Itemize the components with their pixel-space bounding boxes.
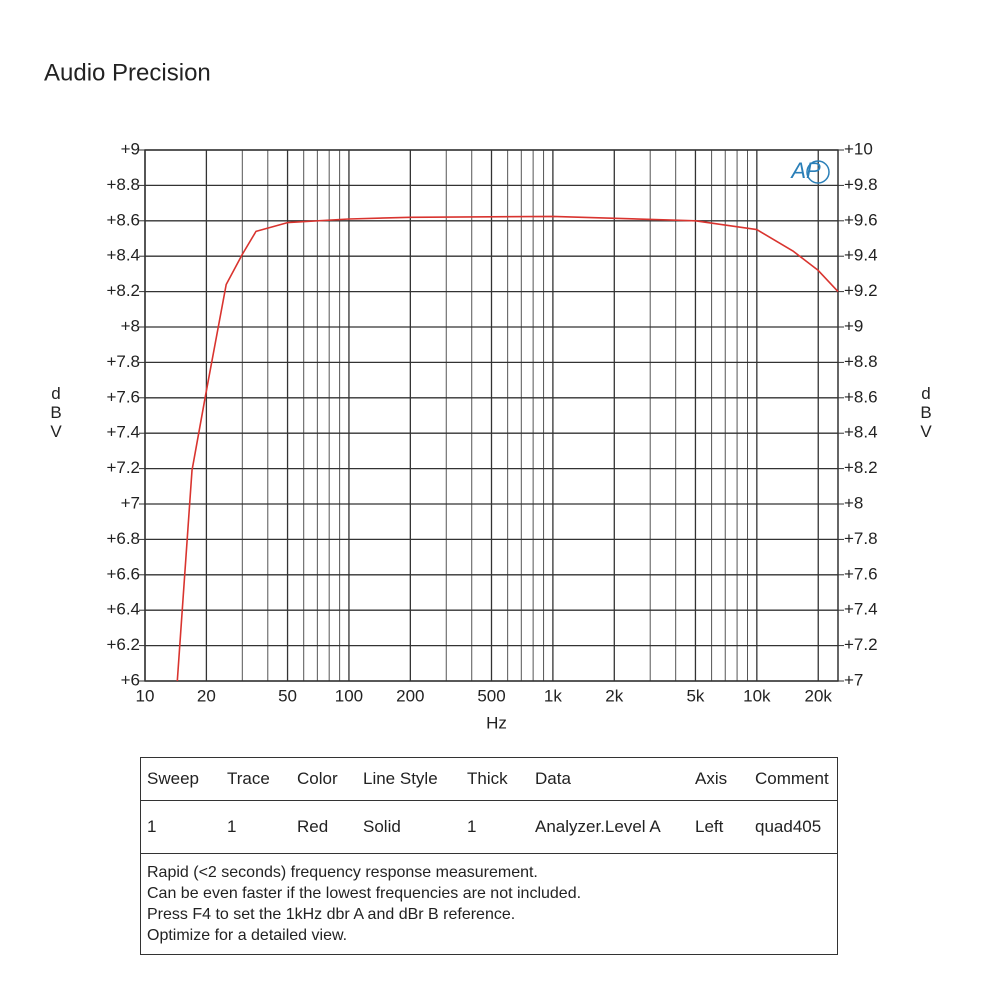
logo-ring — [806, 160, 830, 184]
table-header-cell: Axis — [695, 769, 728, 788]
table-header-cell: Trace — [227, 769, 270, 788]
table-header-cell: Data — [535, 769, 571, 788]
chart: Audio Precision 10 20 50 100 200 500 1k 2k 5k 10k… — [44, 59, 932, 732]
y-tick-label: +6 — [121, 670, 140, 689]
table-cell: 1 — [467, 817, 477, 836]
table-cell: 1 — [227, 817, 237, 836]
y2-tick-label: +9.4 — [844, 246, 878, 265]
plot-frame — [144, 149, 839, 682]
y2-tick-label: +7 — [844, 670, 863, 689]
y-tick-label: +8.2 — [106, 281, 140, 300]
x-tick-label: 500 — [477, 686, 505, 705]
y-tick-label: +8.8 — [106, 175, 140, 194]
legend-table: Sweep Trace Color Line Style Thick Data Axis Co… — [140, 757, 838, 955]
y-tick-label: +6.2 — [106, 635, 140, 654]
page-title: Audio Precision — [44, 59, 211, 86]
table-header-cell: Thick — [467, 769, 508, 788]
table-header-cell: Sweep — [147, 769, 199, 788]
y-tick-label: +9 — [121, 139, 140, 158]
table-cell: Left — [695, 817, 724, 836]
notes: Rapid (<2 seconds) frequency response me… — [141, 854, 837, 954]
y2-tick-label: +9.8 — [844, 175, 878, 194]
x-tick-label: 10k — [743, 686, 771, 705]
y-tick-label: +6.6 — [106, 564, 140, 583]
table-header-cell: Color — [297, 769, 338, 788]
x-tick-label: 100 — [335, 686, 363, 705]
table-header-cell: Comment — [755, 769, 829, 788]
y-tick-label: +8.4 — [106, 246, 140, 265]
y2-tick-label: +8 — [844, 493, 863, 512]
y-tick-label: +7.4 — [106, 423, 140, 442]
note-line: Can be even faster if the lowest frequen… — [147, 885, 582, 902]
y2-tick-label: +9.2 — [844, 281, 878, 300]
x-axis-label: Hz — [486, 713, 507, 732]
y-tick-label: +8 — [121, 316, 140, 335]
x-tick-label: 1k — [544, 686, 562, 705]
y2-tick-label: +8.4 — [844, 423, 878, 442]
table-cell: Solid — [363, 817, 401, 836]
x-tick-label: 10 — [136, 686, 155, 705]
x-tick-label: 2k — [605, 686, 623, 705]
y2-tick-label: +9 — [844, 316, 863, 335]
y2-tick-label: +7.6 — [844, 564, 878, 583]
y-tick-label: +7.6 — [106, 387, 140, 406]
table-cell: Red — [297, 817, 329, 836]
table-row: 1 1 Red Solid 1 Analyzer.Level A Left quad405 — [141, 801, 837, 854]
y2-tick-label: +8.6 — [844, 387, 878, 406]
x-tick-label: 5k — [686, 686, 704, 705]
note-line: Rapid (<2 seconds) frequency response me… — [147, 864, 538, 881]
table-cell: quad405 — [755, 817, 822, 836]
note-line: Optimize for a detailed view. — [147, 927, 348, 944]
x-tick-label: 200 — [396, 686, 424, 705]
y2-tick-label: +8.2 — [844, 458, 878, 477]
x-tick-label: 20 — [197, 686, 216, 705]
y2-tick-label: +9.6 — [844, 210, 878, 229]
table-header-cell: Line Style — [363, 769, 438, 788]
y-tick-label: +7.2 — [106, 458, 140, 477]
y-tick-label: +6.8 — [106, 529, 140, 548]
y-tick-label: +8.6 — [106, 210, 140, 229]
table-cell: 1 — [147, 817, 157, 836]
note-line: Press F4 to set the 1kHz dbr A and dBr B… — [147, 906, 516, 923]
y2-tick-label: +7.4 — [844, 600, 878, 619]
data-line — [176, 215, 839, 682]
y2-tick-label: +8.8 — [844, 352, 878, 371]
y2-tick-label: +7.2 — [844, 635, 878, 654]
y2-tick-label: +10 — [844, 139, 873, 158]
table-cell: Analyzer.Level A — [535, 817, 661, 836]
y-tick-label: +6.4 — [106, 600, 140, 619]
table-header: Sweep Trace Color Line Style Thick Data Axis Co… — [141, 758, 837, 801]
y-tick-label: +7.8 — [106, 352, 140, 371]
y-tick-label: +7 — [121, 493, 140, 512]
x-tick-label: 20k — [805, 686, 833, 705]
x-tick-label: 50 — [278, 686, 297, 705]
y2-tick-label: +7.8 — [844, 529, 878, 548]
